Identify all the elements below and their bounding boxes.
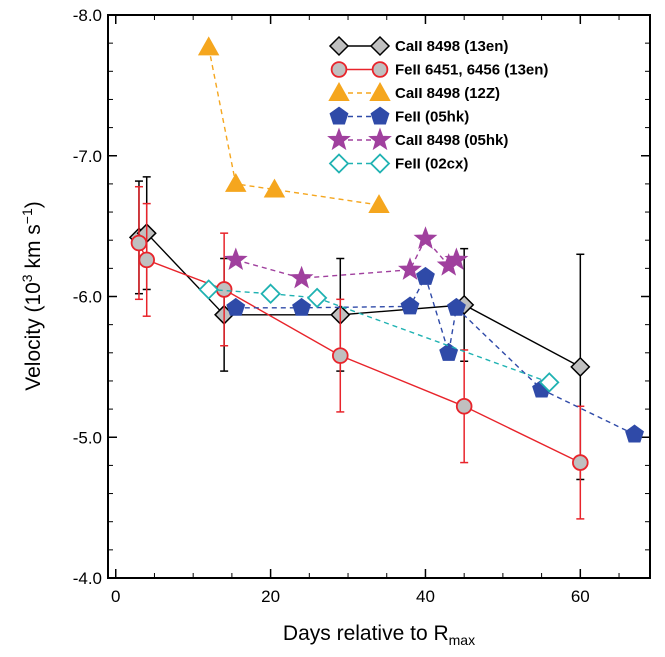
data-point <box>130 234 148 252</box>
legend: CaII 8498 (13en) FeII 6451, 6456 (13en) Ca… <box>327 35 548 174</box>
legend-marker <box>370 106 390 125</box>
data-point <box>625 424 644 443</box>
data-point <box>400 296 420 315</box>
legend-marker <box>330 61 348 78</box>
series-line <box>138 242 581 464</box>
y-tick-label: -6.0 <box>73 288 102 307</box>
y-tick-label: -4.0 <box>73 569 102 588</box>
data-point <box>398 257 422 280</box>
data-point <box>197 36 220 56</box>
x-axis-ticks: 0 20 40 60 <box>111 15 620 606</box>
series-line <box>138 232 581 368</box>
legend-marker <box>328 153 350 174</box>
legend-entry-4: CaII 8498 (05hk) <box>327 127 508 151</box>
data-point <box>439 342 459 361</box>
legend-marker <box>327 127 351 151</box>
x-axis-label: Days relative to Rmax <box>283 622 475 648</box>
data-point <box>444 247 469 271</box>
legend-marker <box>329 106 349 125</box>
legend-marker <box>369 153 391 174</box>
series-4 <box>223 226 469 289</box>
legend-entry-1: FeII 6451, 6456 (13en) <box>330 61 548 79</box>
data-point <box>138 251 155 269</box>
legend-marker <box>369 81 391 101</box>
data-point <box>226 297 246 316</box>
data-point <box>263 178 286 198</box>
legend-label: CaII 8498 (12Z) <box>395 85 500 102</box>
x-tick-label: 60 <box>571 587 590 606</box>
legend-marker <box>368 127 392 151</box>
data-point <box>455 398 473 415</box>
legend-label: CaII 8498 (13en) <box>395 38 508 55</box>
legend-marker <box>328 35 350 57</box>
data-point <box>413 226 438 249</box>
series-3 <box>226 266 644 443</box>
legend-entry-0: CaII 8498 (13en) <box>328 35 508 57</box>
legend-entry-5: FeII (02cx) <box>328 153 468 174</box>
data-point <box>447 297 466 316</box>
data-point <box>416 266 435 285</box>
legend-label: CaII 8498 (05hk) <box>395 132 508 149</box>
data-point <box>223 247 248 271</box>
data-point <box>332 347 349 364</box>
legend-label: FeII 6451, 6456 (13en) <box>395 62 548 79</box>
data-point <box>289 265 314 289</box>
legend-label: FeII (02cx) <box>395 156 468 173</box>
legend-marker <box>371 61 389 78</box>
x-tick-label: 0 <box>111 587 120 606</box>
data-point <box>292 297 311 316</box>
legend-entry-3: FeII (05hk) <box>329 106 469 126</box>
series-line <box>208 288 550 384</box>
legend-marker <box>369 35 391 57</box>
data-point <box>570 356 591 377</box>
y-tick-label: -8.0 <box>73 6 102 25</box>
x-tick-label: 20 <box>261 587 280 606</box>
legend-label: FeII (05hk) <box>395 109 469 126</box>
data-point <box>215 281 233 298</box>
data-point <box>225 172 247 192</box>
x-tick-label: 40 <box>416 587 435 606</box>
y-axis-ticks: -8.0 -7.0 -6.0 -5.0 -4.0 <box>73 6 650 588</box>
y-axis-label: Velocity (103 km s−1) <box>19 201 45 391</box>
series-2 <box>197 36 390 213</box>
legend-entry-2: CaII 8498 (12Z) <box>328 81 500 102</box>
series-5 <box>198 279 560 393</box>
data-point <box>539 372 560 393</box>
data-point <box>306 287 328 309</box>
data-point <box>572 454 589 471</box>
data-point <box>198 279 219 300</box>
y-tick-label: -7.0 <box>73 147 102 166</box>
legend-marker <box>328 81 350 101</box>
series-line <box>235 237 457 279</box>
series-1 <box>130 185 589 520</box>
series-line <box>235 274 635 436</box>
data-point <box>368 194 390 213</box>
y-tick-label: -5.0 <box>73 428 102 447</box>
series-layer <box>128 36 644 520</box>
data-point <box>260 283 281 304</box>
